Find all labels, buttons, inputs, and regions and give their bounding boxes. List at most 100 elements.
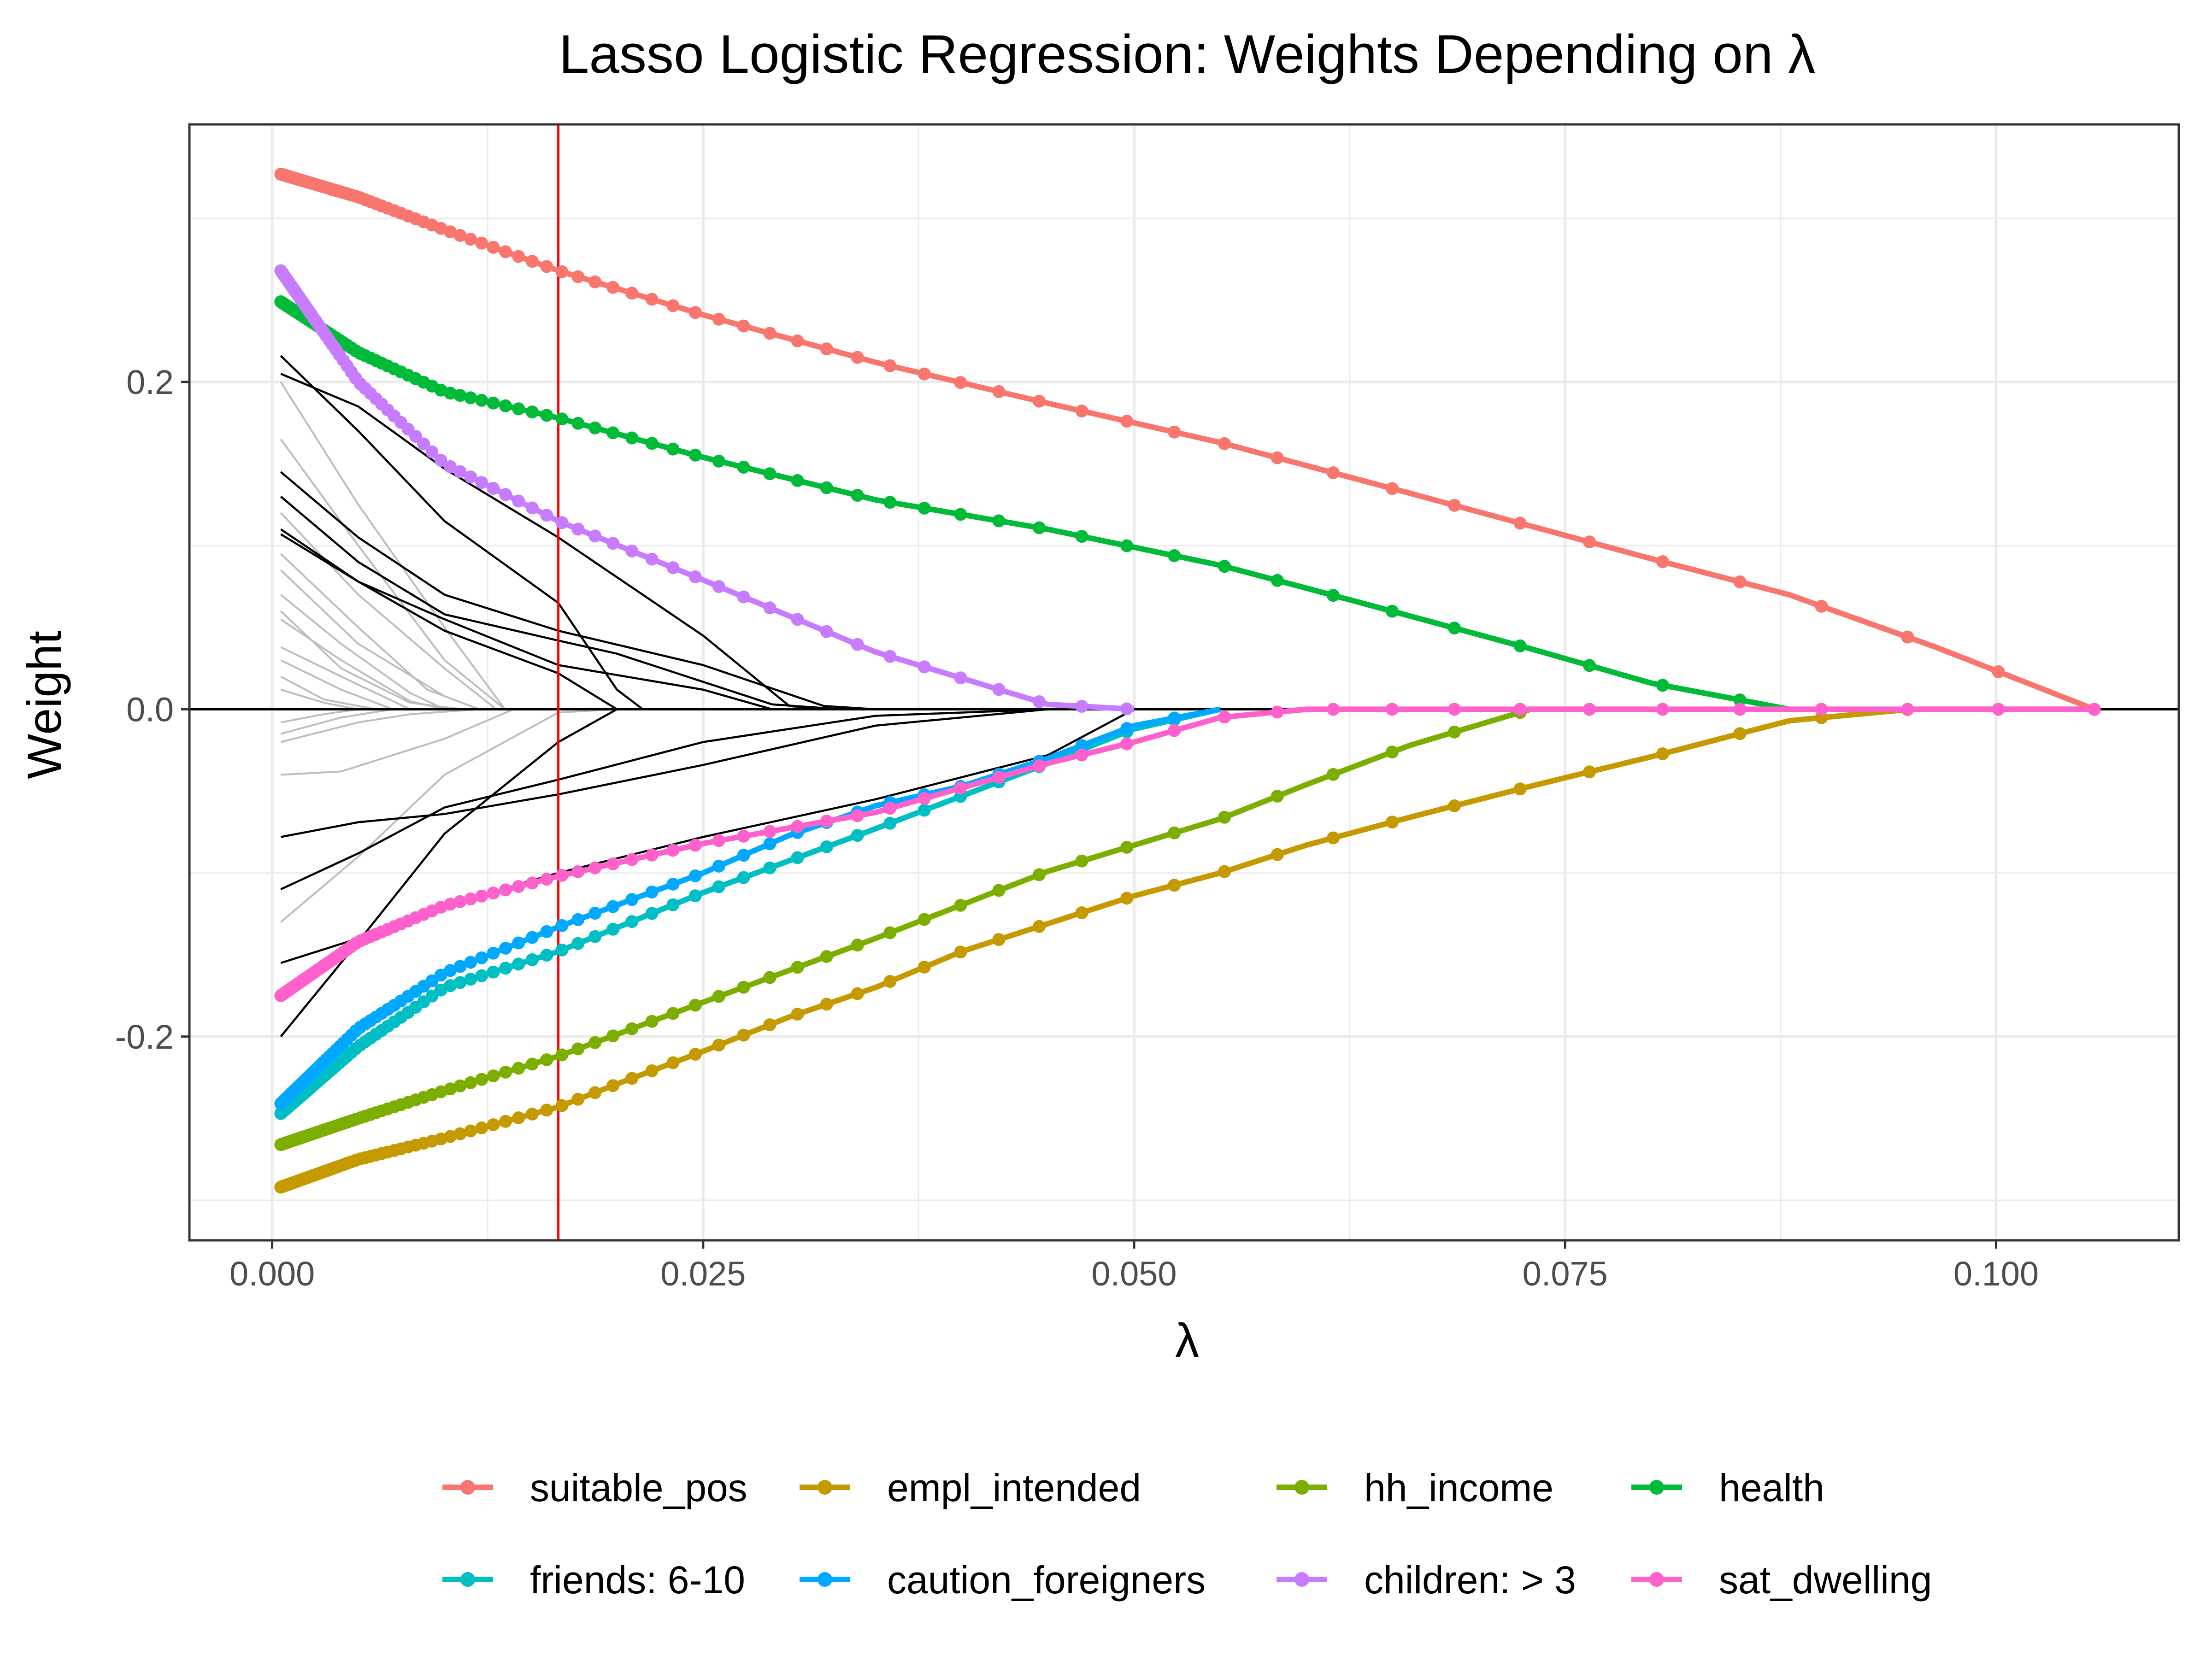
data-point: [434, 454, 447, 467]
series-layer: [274, 168, 2101, 1194]
data-point: [820, 342, 833, 356]
data-point: [737, 1028, 750, 1042]
data-point: [588, 930, 602, 943]
data-point: [588, 529, 602, 543]
data-point: [453, 1127, 467, 1140]
data-point: [688, 1048, 702, 1061]
data-point: [464, 391, 477, 405]
background-path-gray: [280, 675, 376, 710]
data-point: [666, 1056, 680, 1069]
legend-item: hh_income: [1277, 1466, 1553, 1509]
data-point: [1271, 705, 1284, 719]
data-point: [475, 951, 488, 964]
data-point: [1271, 790, 1284, 803]
data-point: [512, 250, 525, 263]
data-point: [666, 442, 680, 456]
data-point: [1513, 639, 1527, 652]
data-point: [499, 962, 512, 975]
series-children-3: [274, 264, 1135, 716]
data-point: [712, 859, 725, 873]
data-point: [625, 287, 639, 300]
data-point: [820, 481, 833, 494]
data-point: [499, 245, 512, 258]
data-point: [475, 476, 488, 489]
background-path-gray: [280, 512, 497, 710]
data-point: [588, 1086, 602, 1099]
data-point: [540, 949, 553, 962]
data-point: [425, 445, 439, 458]
data-point: [688, 570, 702, 583]
legend-label: health: [1719, 1466, 1824, 1509]
data-point: [1583, 765, 1596, 779]
legend: suitable_pos empl_intended hh_income health…: [442, 1466, 1932, 1602]
data-point: [883, 926, 897, 939]
x-axis-title: λ: [1175, 1314, 1199, 1368]
legend-key-point: [818, 1572, 832, 1587]
data-point: [645, 552, 659, 566]
background-path-gray: [280, 659, 394, 710]
data-point: [820, 998, 833, 1011]
data-point: [625, 431, 639, 445]
data-point: [918, 792, 931, 805]
data-point: [464, 892, 477, 905]
data-point: [1327, 831, 1340, 845]
data-point: [1168, 826, 1181, 839]
data-point: [851, 351, 864, 364]
data-point: [571, 417, 585, 430]
data-point: [820, 625, 833, 638]
data-point: [918, 804, 931, 817]
data-point: [588, 421, 602, 434]
data-point: [918, 367, 931, 381]
data-point: [820, 840, 833, 853]
data-point: [525, 953, 539, 966]
data-point: [499, 488, 512, 501]
data-point: [645, 1015, 659, 1028]
data-point: [851, 939, 864, 952]
data-point: [918, 501, 931, 515]
data-point: [1386, 482, 1399, 495]
data-point: [712, 990, 725, 1003]
data-point: [464, 956, 477, 969]
data-point: [1656, 703, 1669, 716]
data-point: [1583, 659, 1596, 672]
data-point: [525, 1057, 539, 1071]
data-point: [1168, 549, 1181, 562]
background-path-black: [280, 708, 1134, 838]
background-path-black: [280, 355, 644, 710]
background-path-gray: [280, 610, 462, 710]
data-point: [1448, 725, 1461, 739]
background-path-gray: [280, 646, 411, 710]
x-tick-label: 0.075: [1523, 1255, 1608, 1293]
data-point: [1033, 394, 1046, 408]
background-path-gray: [280, 688, 359, 710]
background-path-gray: [280, 708, 393, 735]
plot-panel-border: [188, 123, 2180, 1242]
data-point: [625, 915, 639, 928]
data-point: [791, 1008, 804, 1021]
data-point: [645, 886, 659, 899]
data-point: [1075, 739, 1088, 752]
data-point: [763, 601, 777, 615]
data-point: [763, 861, 777, 875]
data-point: [1656, 679, 1669, 692]
data-point: [464, 1076, 477, 1089]
data-point: [453, 229, 467, 242]
data-point: [688, 306, 702, 319]
data-point: [666, 1007, 680, 1020]
data-point: [540, 925, 553, 938]
data-point: [625, 1072, 639, 1085]
data-point: [1168, 711, 1181, 725]
data-point: [1448, 799, 1461, 812]
y-axis-title: Weight: [18, 631, 71, 779]
data-point: [274, 1180, 288, 1194]
data-point: [992, 385, 1006, 398]
data-point: [666, 844, 680, 857]
data-point: [1033, 521, 1046, 534]
data-point: [487, 396, 500, 410]
data-point: [1033, 759, 1046, 772]
data-point: [1327, 703, 1340, 716]
data-point: [453, 895, 467, 908]
chart-title: Lasso Logistic Regression: Weights Depen…: [559, 24, 1816, 85]
data-point: [688, 839, 702, 852]
